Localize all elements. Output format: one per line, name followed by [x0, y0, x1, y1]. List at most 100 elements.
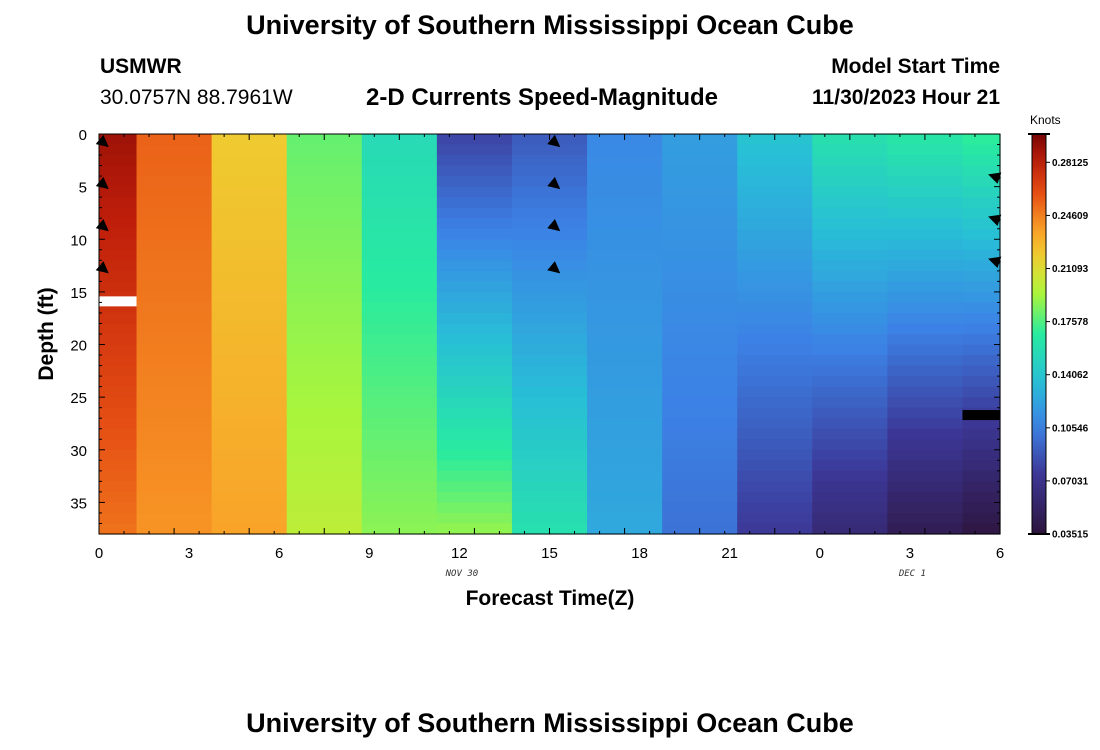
heatmap-cell [136, 344, 213, 356]
heatmap-cell [812, 365, 888, 377]
heatmap-cell [511, 207, 588, 219]
heatmap-cell [737, 428, 813, 440]
depth-marker [99, 296, 137, 307]
heatmap-cell [436, 481, 513, 493]
heatmap-cell [887, 165, 964, 177]
heatmap-cell [812, 449, 888, 461]
heatmap-cell [136, 376, 213, 388]
heatmap-cell [662, 323, 738, 335]
heatmap-cell [812, 186, 888, 198]
heatmap-cell [662, 439, 738, 451]
heatmap-cell [211, 155, 288, 167]
heatmap-cell [812, 502, 888, 514]
heatmap-cell [286, 186, 363, 198]
heatmap-cell [737, 165, 813, 177]
heatmap-cell [887, 512, 964, 525]
heatmap-cell [662, 397, 738, 409]
heatmap-cell [99, 355, 138, 367]
heatmap-cell [662, 144, 738, 156]
heatmap-cell [511, 197, 588, 209]
heatmap-cell [211, 176, 288, 188]
heatmap-cell [286, 439, 363, 451]
heatmap-cell [511, 397, 588, 409]
date-label: NOV 30 [445, 569, 479, 579]
heatmap-cell [361, 386, 438, 398]
heatmap-cell [662, 260, 738, 272]
heatmap-cell [99, 312, 138, 325]
current-vectors [95, 134, 1002, 274]
heatmap-cell [436, 207, 513, 219]
model-start-value: 11/30/2023 Hour 21 [812, 86, 1000, 109]
heatmap-cell [962, 470, 1001, 482]
x-tick-label: 21 [721, 545, 738, 562]
heatmap-cell [286, 302, 363, 314]
heatmap-cell [962, 176, 1001, 188]
heatmap-cell [887, 186, 964, 198]
heatmap-cell [136, 481, 213, 493]
heatmap-cell [812, 197, 888, 209]
heatmap-cell [436, 186, 513, 198]
heatmap-cell [99, 439, 138, 451]
heatmap-cell [812, 439, 888, 451]
heatmap-cell [436, 323, 513, 335]
heatmap-cell [99, 491, 138, 504]
heatmap-cell [662, 239, 738, 251]
heatmap-cell [511, 239, 588, 251]
heatmap-cell [211, 228, 288, 240]
heatmap-cell [211, 334, 288, 346]
heatmap-cell [211, 418, 288, 430]
heatmap-cell [511, 481, 588, 493]
heatmap-cell [887, 460, 964, 472]
heatmap-cell [511, 249, 588, 261]
heatmap-cell [511, 155, 588, 167]
heatmap-cell [962, 165, 1001, 177]
heatmap-cell [211, 312, 288, 325]
heatmap-cell [99, 449, 138, 461]
heatmap-cell [887, 470, 964, 482]
heatmap-cell [662, 470, 738, 482]
heatmap-cell [436, 176, 513, 188]
depth-marker [962, 410, 1000, 421]
heatmap-cell [286, 502, 363, 514]
heatmap-cell [511, 407, 588, 419]
heatmap-cell [812, 376, 888, 388]
heatmap-cell [737, 323, 813, 335]
heatmap-cell [587, 355, 663, 367]
heatmap-cell [136, 491, 213, 504]
heatmap-cell [587, 312, 663, 325]
heatmap-cell [962, 291, 1001, 304]
heatmap-cell [737, 207, 813, 219]
heatmap-cell [737, 186, 813, 198]
heatmap-cell [887, 155, 964, 167]
heatmap-cell [962, 460, 1001, 472]
heatmap-cell [737, 344, 813, 356]
heatmap-cell [737, 470, 813, 482]
heatmap-cell [286, 397, 363, 409]
heatmap-cell [812, 428, 888, 440]
heatmap-cell [511, 344, 588, 356]
currents-chart: 0 3 6 9 12 15 18 21 0 3 6 0 5 10 15 20 25 30 35 NOV 30 DEC 1… [35, 113, 1089, 610]
heatmap-cell [587, 323, 663, 335]
heatmap-cell [99, 281, 138, 293]
heatmap-cell [99, 249, 138, 261]
heatmap-cell [962, 144, 1001, 156]
heatmap-cell [587, 249, 663, 261]
heatmap-cell [286, 197, 363, 209]
heatmap-cell [587, 512, 663, 525]
heatmap-cell [436, 218, 513, 230]
heatmap-cell [662, 407, 738, 419]
x-tick-label: 9 [365, 545, 373, 562]
heatmap-cell [662, 312, 738, 325]
heatmap-cell [662, 512, 738, 525]
heatmap-cell [737, 334, 813, 346]
heatmap-cell [136, 239, 213, 251]
heatmap-cell [436, 512, 513, 525]
chart-subtitle: 2-D Currents Speed-Magnitude [366, 84, 719, 111]
heatmap-cell [962, 397, 1001, 409]
heatmap-cell [812, 176, 888, 188]
heatmap-cell [737, 407, 813, 419]
heatmap-cell [662, 460, 738, 472]
colorbar-tick-label: 0.28125 [1052, 158, 1089, 169]
heatmap-cell [136, 260, 213, 272]
heatmap-cell [211, 239, 288, 251]
